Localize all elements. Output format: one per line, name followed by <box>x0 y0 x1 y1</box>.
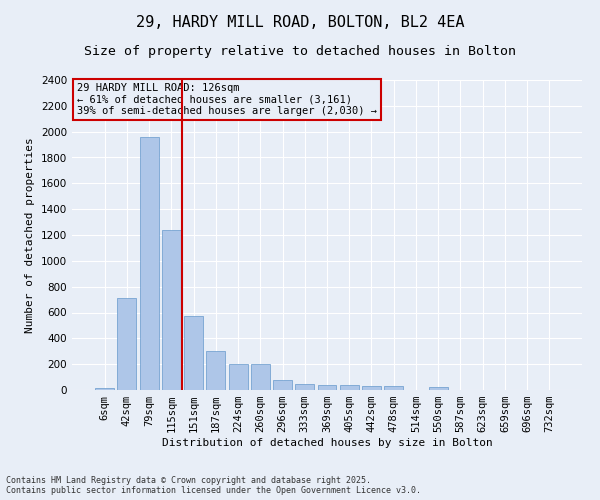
Bar <box>162 230 181 390</box>
Bar <box>295 384 314 390</box>
Text: Size of property relative to detached houses in Bolton: Size of property relative to detached ho… <box>84 45 516 58</box>
Bar <box>251 364 270 390</box>
Bar <box>317 386 337 390</box>
Y-axis label: Number of detached properties: Number of detached properties <box>25 137 35 333</box>
Bar <box>340 386 359 390</box>
Bar <box>273 380 292 390</box>
Bar <box>429 388 448 390</box>
Bar <box>184 316 203 390</box>
Bar <box>206 350 225 390</box>
Text: Contains HM Land Registry data © Crown copyright and database right 2025.
Contai: Contains HM Land Registry data © Crown c… <box>6 476 421 495</box>
Bar <box>362 386 381 390</box>
Bar <box>384 386 403 390</box>
Bar <box>229 364 248 390</box>
Text: 29, HARDY MILL ROAD, BOLTON, BL2 4EA: 29, HARDY MILL ROAD, BOLTON, BL2 4EA <box>136 15 464 30</box>
Bar <box>95 388 114 390</box>
Bar <box>118 298 136 390</box>
X-axis label: Distribution of detached houses by size in Bolton: Distribution of detached houses by size … <box>161 438 493 448</box>
Bar <box>140 137 158 390</box>
Text: 29 HARDY MILL ROAD: 126sqm
← 61% of detached houses are smaller (3,161)
39% of s: 29 HARDY MILL ROAD: 126sqm ← 61% of deta… <box>77 83 377 116</box>
